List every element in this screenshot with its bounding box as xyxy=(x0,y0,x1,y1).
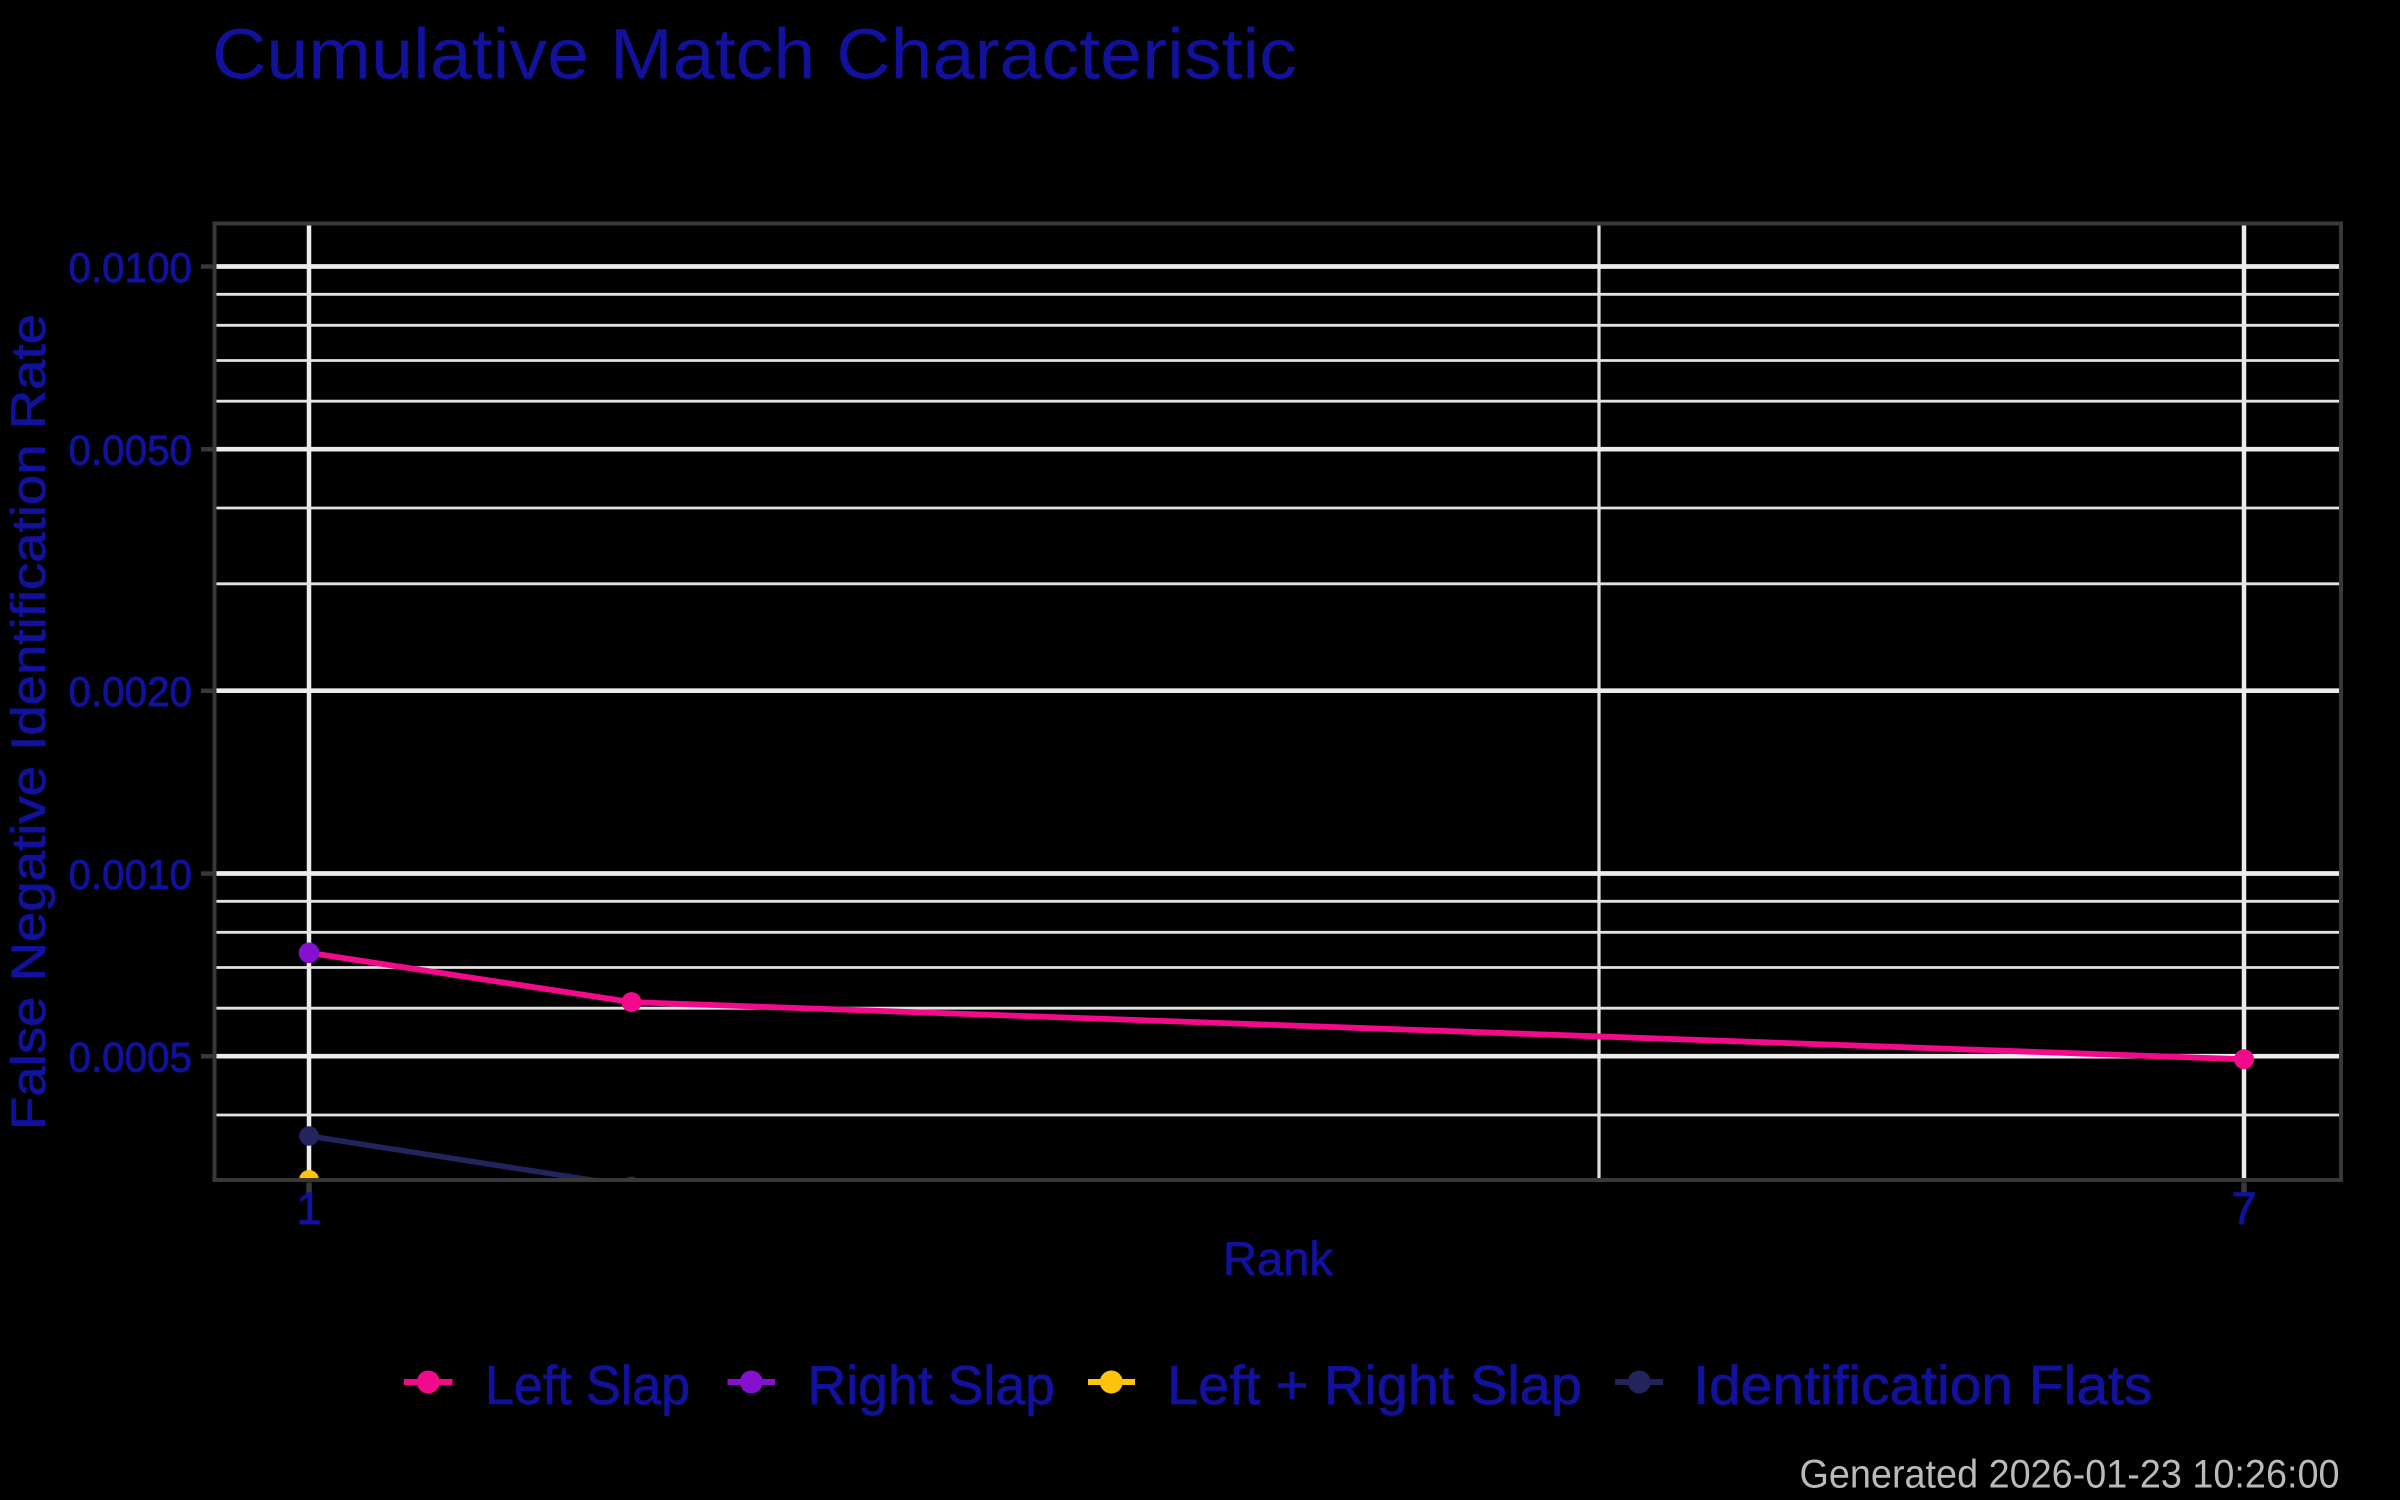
svg-text:0.0050: 0.0050 xyxy=(69,427,193,474)
svg-text:False Negative Identification: False Negative Identification Rate xyxy=(3,314,56,1130)
svg-text:Left Slap: Left Slap xyxy=(485,1354,690,1416)
svg-text:Rank: Rank xyxy=(1223,1232,1333,1285)
svg-text:0.0005: 0.0005 xyxy=(69,1034,193,1081)
svg-text:0.0020: 0.0020 xyxy=(69,668,193,715)
svg-text:0.0010: 0.0010 xyxy=(69,851,193,898)
svg-text:0.0100: 0.0100 xyxy=(69,244,193,291)
svg-text:Cumulative Match Characteristi: Cumulative Match Characteristic xyxy=(212,16,1297,95)
svg-text:Left + Right Slap: Left + Right Slap xyxy=(1167,1354,1582,1416)
svg-text:Identification Flats: Identification Flats xyxy=(1693,1354,2152,1416)
svg-text:Generated 2026-01-23 10:26:00: Generated 2026-01-23 10:26:00 xyxy=(1800,1453,2340,1497)
svg-text:7: 7 xyxy=(2231,1183,2256,1234)
svg-text:Right Slap: Right Slap xyxy=(808,1354,1056,1416)
svg-text:1: 1 xyxy=(296,1183,321,1234)
